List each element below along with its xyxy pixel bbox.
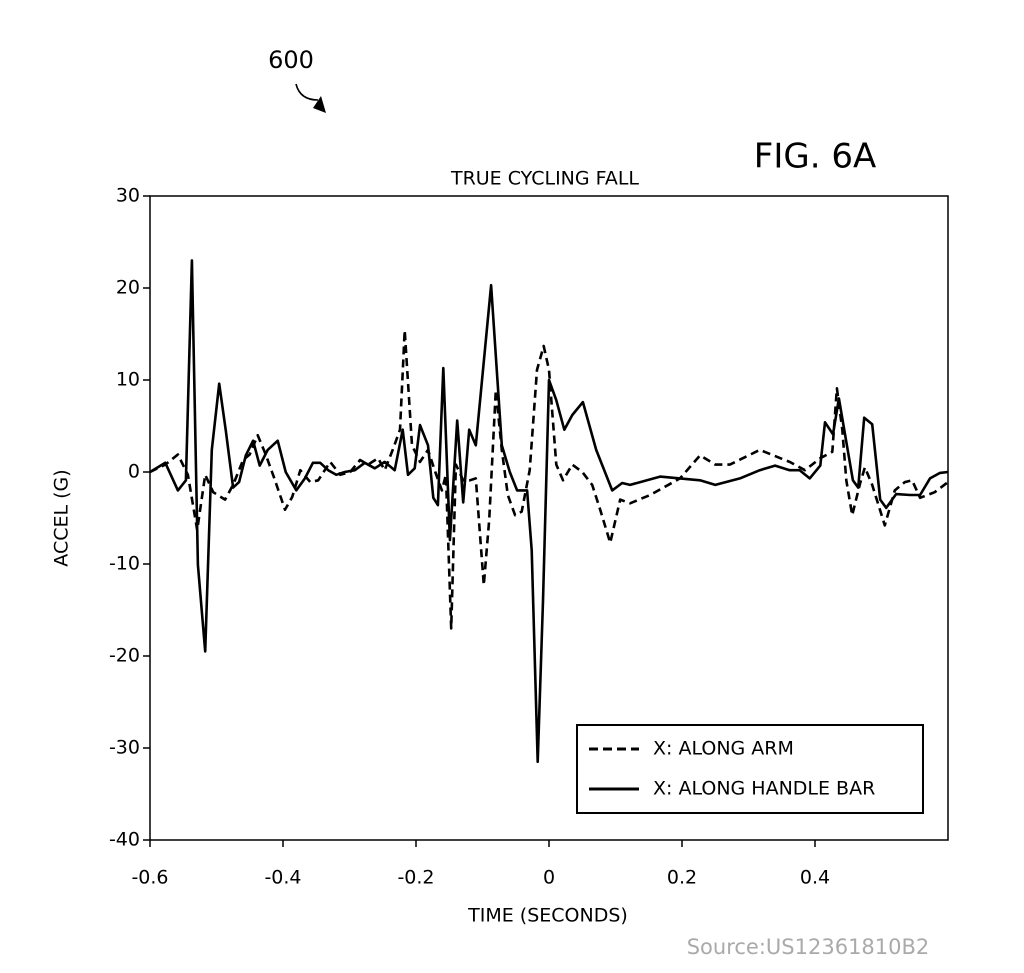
x-tick-label: -0.6 (131, 867, 168, 889)
x-axis-label: TIME (SECONDS) (467, 905, 628, 927)
source-note: Source:US12361810B2 (687, 935, 930, 959)
x-tick-label: -0.4 (264, 867, 301, 889)
y-tick-label: 0 (128, 461, 140, 483)
legend-label: X: ALONG ARM (653, 738, 794, 760)
x-tick-label: -0.2 (397, 867, 434, 889)
reference-numeral: 600 (268, 46, 314, 74)
figure-label: FIG. 6A (754, 137, 876, 177)
y-axis-label: ACCEL (G) (51, 469, 73, 566)
data-line (149, 259, 949, 764)
data-line (149, 329, 949, 630)
y-tick-label: -20 (109, 645, 140, 667)
y-tick-label: -10 (109, 553, 140, 575)
y-tick-label: 20 (116, 277, 140, 299)
y-tick-label: 30 (116, 185, 140, 207)
x-tick-label: 0.2 (667, 867, 697, 889)
legend-label: X: ALONG HANDLE BAR (653, 778, 875, 800)
y-tick-label: -30 (109, 737, 140, 759)
chart-title: TRUE CYCLING FALL (450, 168, 639, 190)
y-tick-label: -40 (109, 829, 140, 851)
legend-box (576, 724, 924, 814)
y-tick-label: 10 (116, 369, 140, 391)
reference-arrowhead (313, 96, 326, 113)
reference-arrow (295, 83, 319, 101)
x-tick-label: 0.4 (800, 867, 830, 889)
x-tick-label: 0 (543, 867, 555, 889)
